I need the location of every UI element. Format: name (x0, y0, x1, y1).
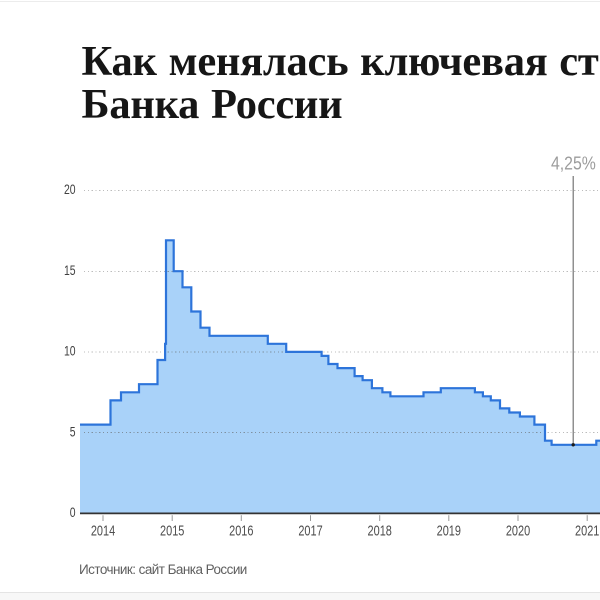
svg-text:10: 10 (64, 344, 76, 359)
svg-text:2021: 2021 (575, 524, 599, 540)
svg-text:15: 15 (64, 263, 76, 278)
svg-text:2016: 2016 (229, 524, 253, 540)
svg-text:0: 0 (70, 505, 76, 520)
svg-text:2015: 2015 (160, 524, 184, 540)
svg-text:5: 5 (70, 424, 76, 439)
svg-text:2017: 2017 (298, 524, 322, 540)
svg-text:2020: 2020 (506, 524, 530, 540)
svg-text:2019: 2019 (437, 524, 461, 540)
svg-text:4,25%: 4,25% (551, 152, 596, 173)
svg-text:2014: 2014 (91, 524, 115, 540)
svg-text:20: 20 (64, 182, 76, 197)
svg-text:2018: 2018 (368, 524, 392, 540)
